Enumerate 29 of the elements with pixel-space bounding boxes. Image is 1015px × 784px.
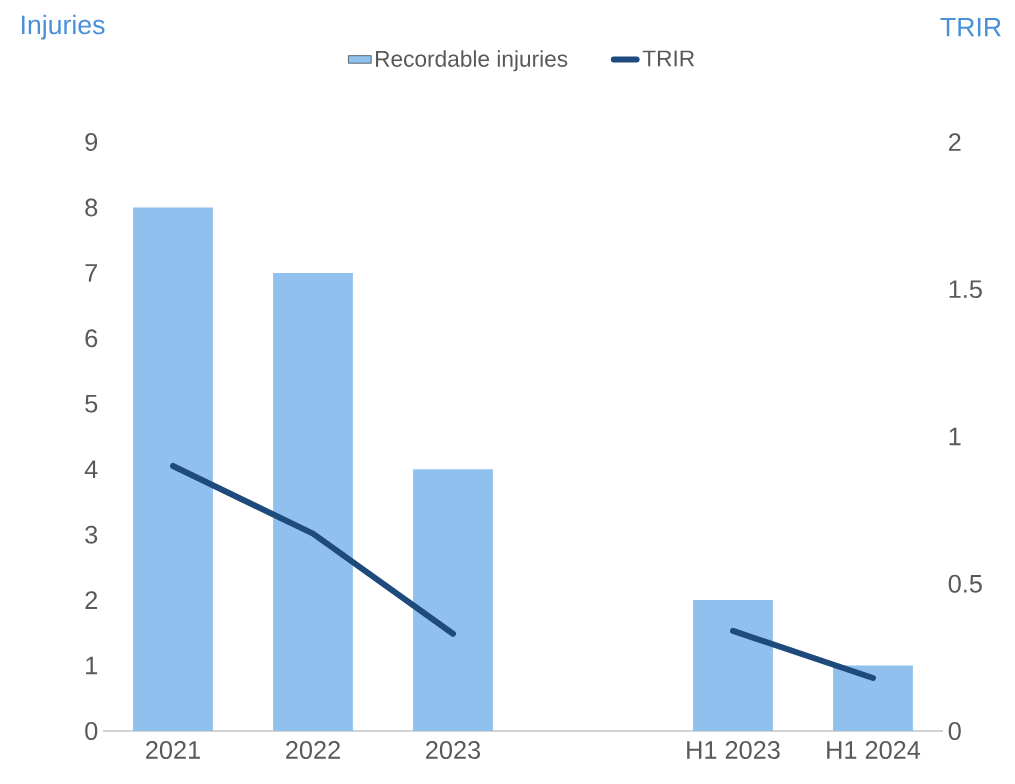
x-tick-label: 2023 xyxy=(426,741,481,759)
legend-label: TRIR xyxy=(642,50,695,67)
y-tick-label: 9 xyxy=(85,133,98,151)
y2-axis-title: TRIR xyxy=(940,17,1001,37)
y-tick-label: 6 xyxy=(85,329,98,348)
y2-tick-label: 0.5 xyxy=(948,574,982,593)
y-tick-label: 8 xyxy=(85,198,98,217)
y2-tick-label: 2 xyxy=(948,133,961,151)
x-tick-label: 2022 xyxy=(286,741,340,759)
y-tick-label: 1 xyxy=(86,656,98,675)
y-tick-label: 2 xyxy=(85,591,98,609)
y-tick-label: 7 xyxy=(85,264,98,282)
y2-tick-label: 1 xyxy=(949,427,961,446)
bar xyxy=(133,207,213,731)
bar xyxy=(833,665,913,731)
bar xyxy=(273,272,353,731)
x-tick-label: H1 2024 xyxy=(827,741,921,759)
y2-tick-label: 1.5 xyxy=(949,280,982,299)
y2-tick-label: 0 xyxy=(948,722,961,740)
bar xyxy=(413,469,493,731)
legend-label: Recordable injuries xyxy=(376,50,568,72)
y-axis-title: Injuries xyxy=(21,14,105,40)
x-tick-label: 2021 xyxy=(146,741,200,759)
bar xyxy=(693,600,773,731)
x-tick-label: H1 2023 xyxy=(687,741,780,759)
y-tick-label: 0 xyxy=(85,722,98,740)
y-tick-label: 3 xyxy=(85,525,98,544)
y-tick-label: 5 xyxy=(85,394,98,413)
y-tick-label: 4 xyxy=(84,460,98,478)
